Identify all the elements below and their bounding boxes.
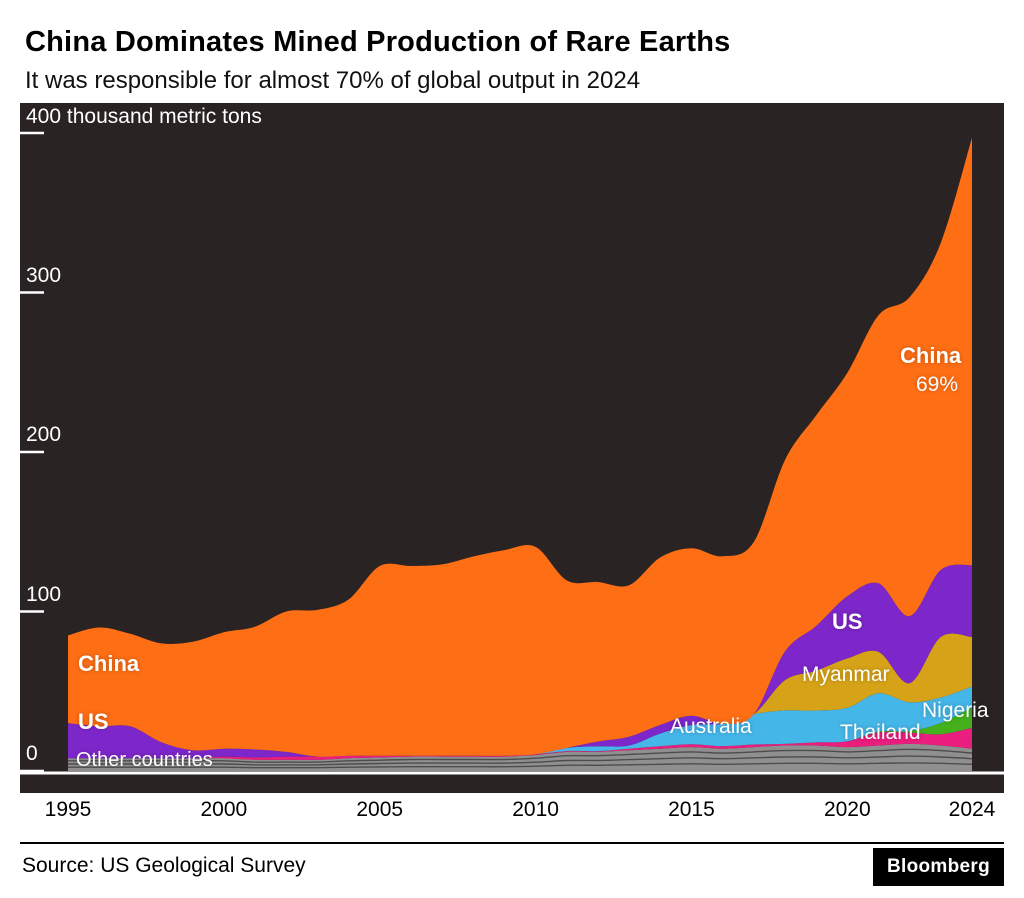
chart-area: 400 thousand metric tons 0 100 200 300 China… <box>20 103 1004 793</box>
chart-title: China Dominates Mined Production of Rare… <box>25 26 731 58</box>
chart-header: China Dominates Mined Production of Rare… <box>25 26 1005 95</box>
x-tick-label-2010: 2010 <box>512 798 559 821</box>
x-tick-label-2000: 2000 <box>200 798 248 821</box>
other-countries-streak-1 <box>68 755 973 766</box>
x-tick-label-2005: 2005 <box>356 798 404 821</box>
x-tick-label-1995: 1995 <box>44 798 92 821</box>
area-us <box>68 564 972 759</box>
x-tick-label-2024: 2024 <box>948 798 996 821</box>
x-tick-label-2020: 2020 <box>823 798 871 821</box>
other-countries-streak-0 <box>68 762 973 769</box>
area-australia <box>68 686 972 759</box>
x-tick-label-2015: 2015 <box>668 798 715 821</box>
area-myanmar <box>68 633 972 759</box>
source-text: Source: US Geological Survey <box>22 854 306 877</box>
bloomberg-logo: Bloomberg <box>873 848 1004 886</box>
chart-footer: Source: US Geological Survey Bloomberg <box>0 840 1024 898</box>
stacked-area-chart <box>20 131 1004 775</box>
x-axis: 1995 2000 2005 2010 2015 2020 2024 <box>0 796 1024 826</box>
footer-divider <box>20 842 1004 844</box>
area-thailand <box>68 727 972 760</box>
chart-subtitle: It was responsible for almost 70% of glo… <box>25 67 641 94</box>
area-china <box>68 137 972 757</box>
other-countries-streak-2 <box>68 748 973 763</box>
